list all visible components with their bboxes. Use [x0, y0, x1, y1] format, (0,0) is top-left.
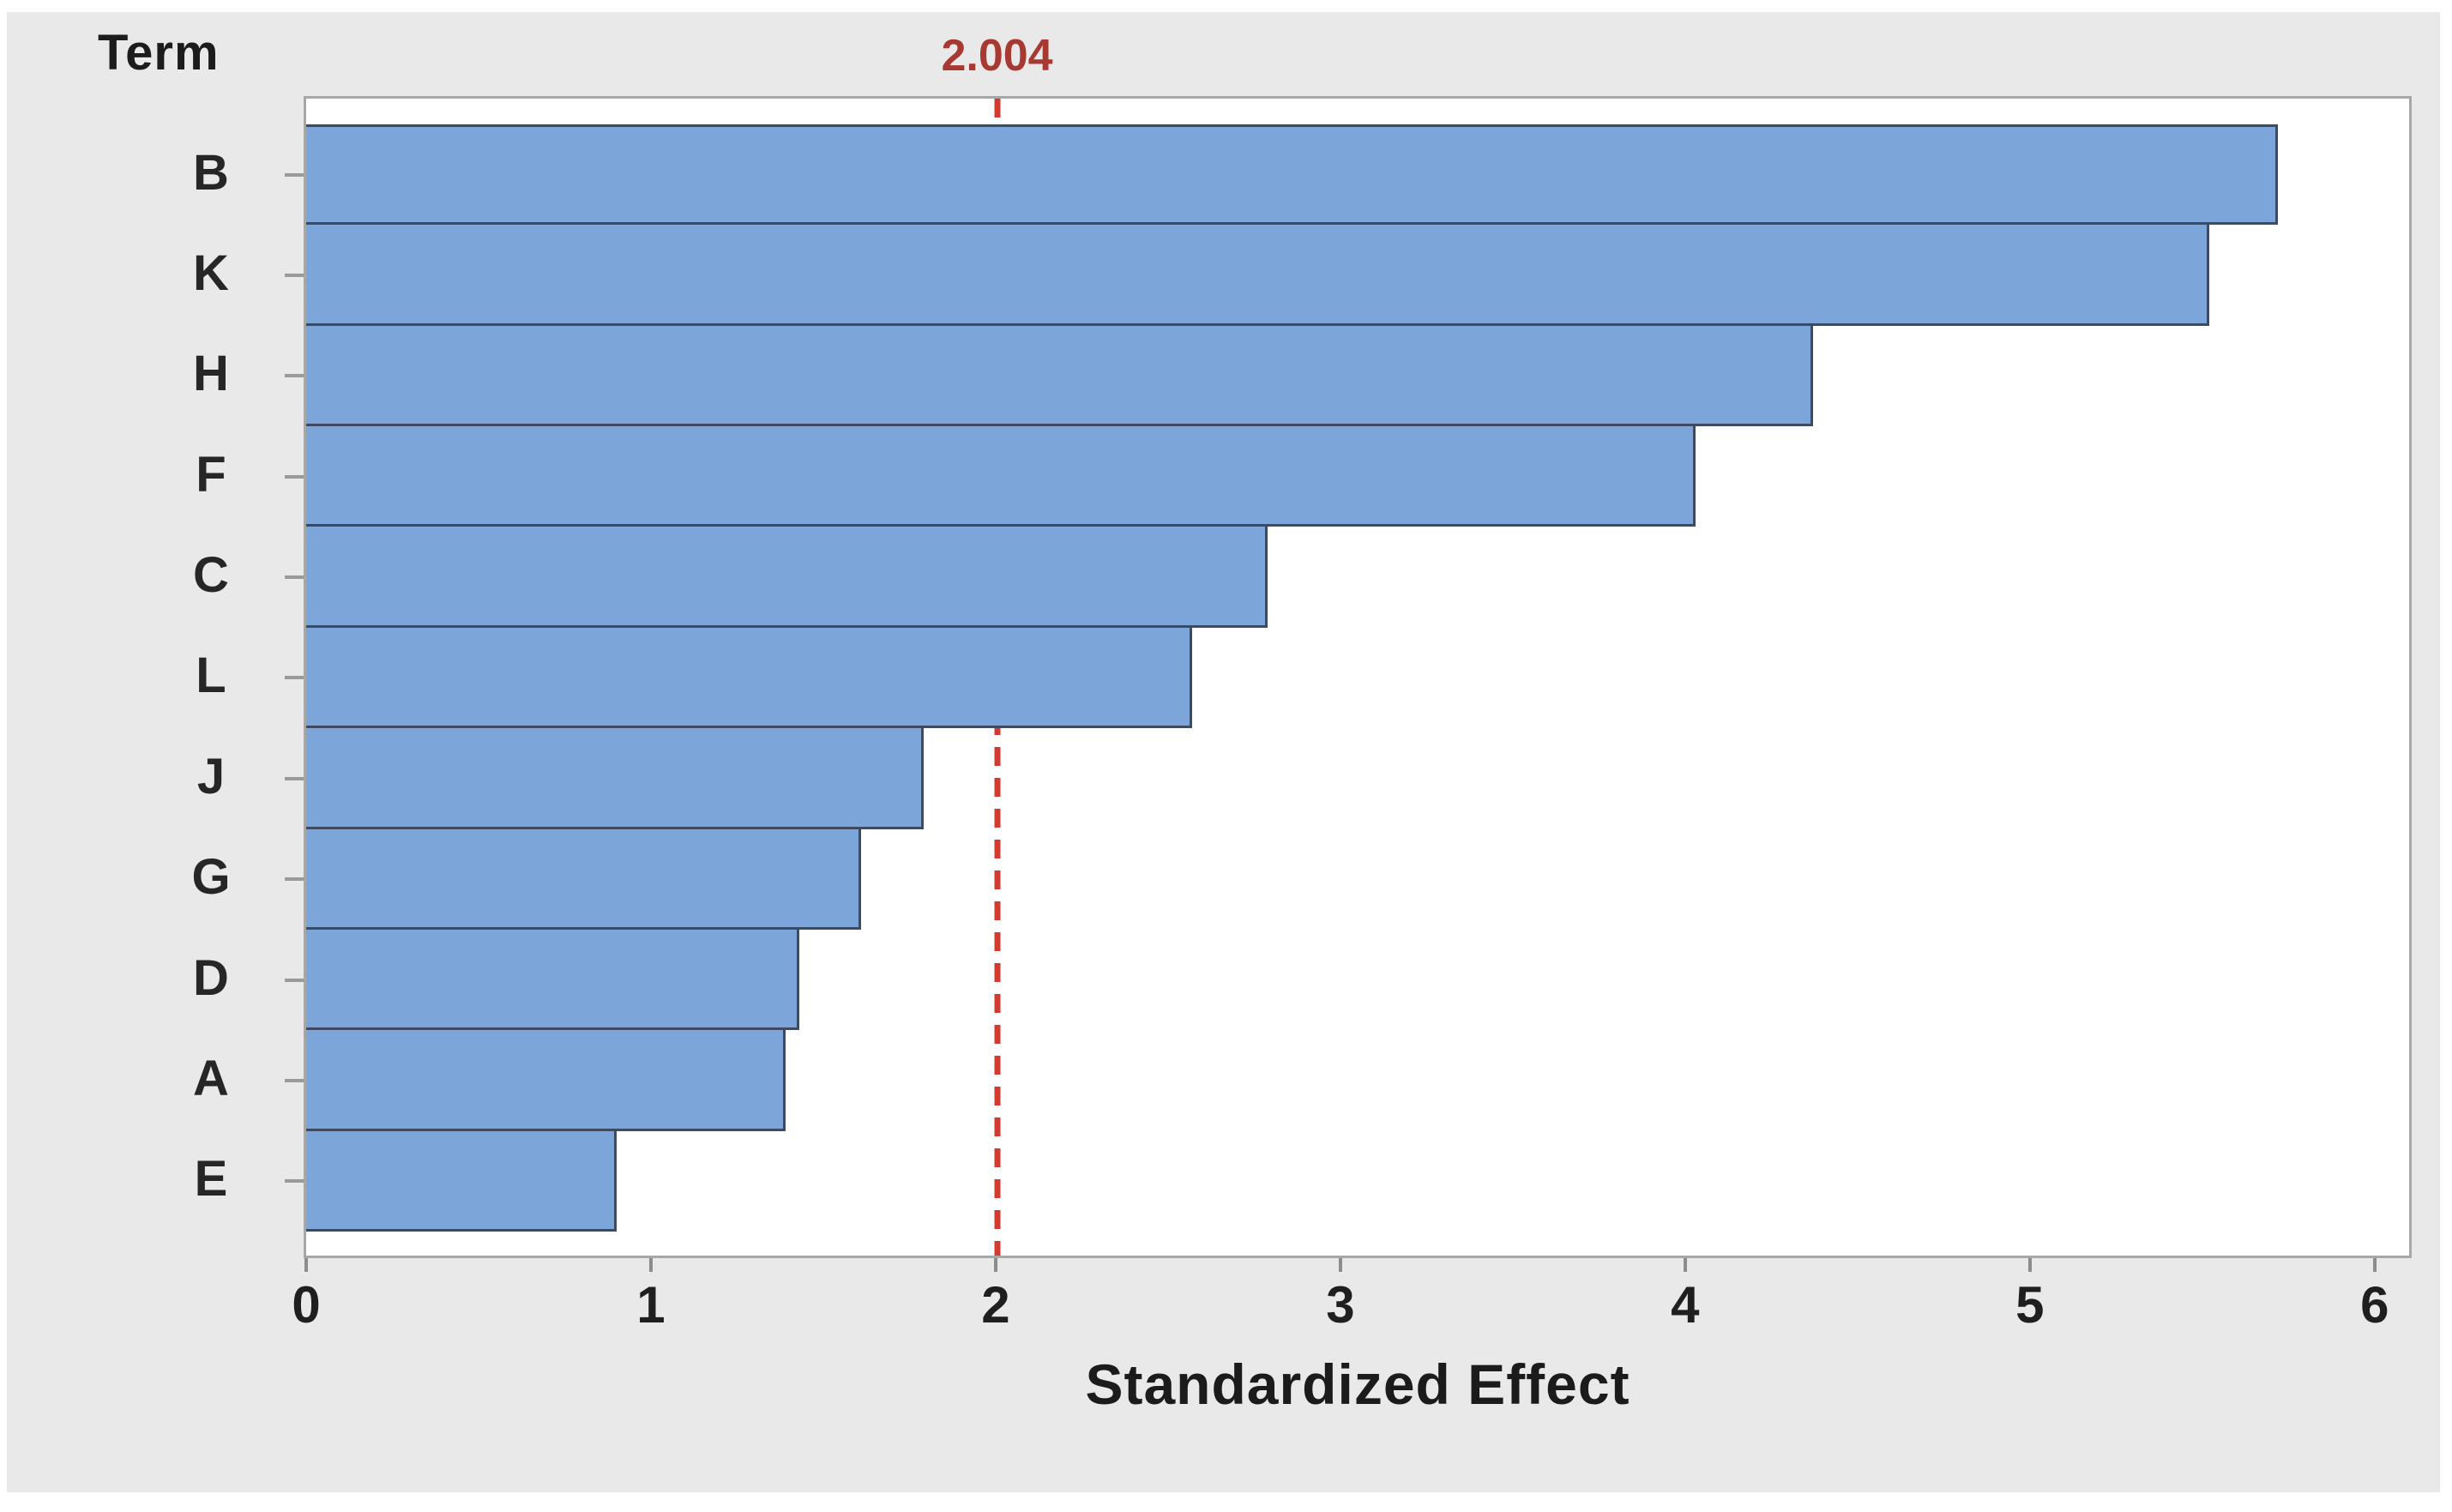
bar-F [306, 424, 1696, 527]
x-axis-ticks [304, 1258, 2409, 1272]
y-tick-mark-K [168, 274, 304, 278]
bar-K [306, 222, 2209, 326]
x-tick-label-2: 2 [981, 1276, 1010, 1334]
y-tick-mark-A [168, 1078, 304, 1082]
x-tick-mark-1 [648, 1258, 653, 1272]
x-tick-label-4: 4 [1671, 1276, 1700, 1334]
bar-row-C [306, 524, 2409, 628]
y-tick-mark-C [168, 575, 304, 580]
y-tick-mark-F [168, 474, 304, 479]
bar-A [306, 1027, 786, 1131]
bar-row-E [306, 1128, 2409, 1232]
x-tick-mark-6 [2372, 1258, 2377, 1272]
x-tick-mark-3 [1338, 1258, 1342, 1272]
x-tick-mark-5 [2027, 1258, 2032, 1272]
x-tick-mark-4 [1683, 1258, 1687, 1272]
y-tick-label-H: H [193, 346, 229, 402]
y-tick-label-J: J [196, 748, 226, 804]
y-tick-label-L: L [196, 648, 226, 704]
y-label-row-D: D [0, 930, 304, 1030]
x-axis-tick-labels: 0 1 2 3 4 5 6 [292, 1276, 2409, 1334]
bar-row-D [306, 926, 2409, 1031]
bar-L [306, 624, 1193, 729]
y-tick-mark-J [168, 776, 304, 780]
y-tick-label-D: D [193, 949, 229, 1006]
bar-C [306, 524, 1268, 628]
bar-B [306, 124, 2279, 226]
bar-row-B [306, 124, 2409, 226]
y-tick-label-E: E [194, 1151, 228, 1208]
bar-row-F [306, 424, 2409, 527]
y-label-row-E: E [0, 1131, 304, 1232]
y-tick-mark-D [168, 978, 304, 982]
y-label-row-K: K [0, 225, 304, 325]
y-label-row-C: C [0, 527, 304, 627]
x-tick-mark-2 [993, 1258, 997, 1272]
bar-row-L [306, 624, 2409, 729]
bar-J [306, 726, 924, 829]
y-label-row-J: J [0, 728, 304, 828]
y-tick-mark-G [168, 877, 304, 882]
x-tick-mark-0 [304, 1258, 308, 1272]
y-label-row-H: H [0, 326, 304, 426]
bar-series [306, 124, 2409, 1232]
y-label-row-B: B [0, 124, 304, 225]
y-tick-label-A: A [193, 1050, 229, 1106]
bar-row-G [306, 826, 2409, 930]
bar-D [306, 926, 799, 1031]
y-tick-label-K: K [193, 244, 229, 301]
y-axis-title: Term [98, 25, 220, 81]
x-tick-label-3: 3 [1326, 1276, 1355, 1334]
y-tick-mark-L [168, 676, 304, 680]
x-tick-label-0: 0 [292, 1276, 321, 1334]
y-tick-mark-E [168, 1179, 304, 1184]
bar-row-K [306, 222, 2409, 326]
bar-row-H [306, 322, 2409, 427]
bar-row-A [306, 1027, 2409, 1131]
y-tick-label-F: F [196, 446, 226, 503]
y-label-row-F: F [0, 426, 304, 527]
x-tick-label-1: 1 [636, 1276, 666, 1334]
x-tick-label-5: 5 [2015, 1276, 2045, 1334]
y-label-row-G: G [0, 829, 304, 930]
x-tick-label-6: 6 [2360, 1276, 2389, 1334]
y-tick-mark-B [168, 172, 304, 177]
plot-area: 2.004 0 1 2 3 4 5 6 Standardized Effect [292, 31, 2412, 1416]
y-tick-label-G: G [191, 849, 231, 906]
bar-row-J [306, 726, 2409, 829]
bar-G [306, 826, 862, 930]
bar-H [306, 322, 1813, 427]
bar-E [306, 1128, 617, 1232]
y-tick-label-C: C [193, 546, 229, 603]
y-label-row-A: A [0, 1030, 304, 1130]
y-label-row-L: L [0, 628, 304, 728]
reference-line-label: 2.004 [941, 31, 1053, 81]
y-tick-label-B: B [193, 144, 229, 201]
x-axis-title: Standardized Effect [1085, 1352, 1630, 1416]
y-tick-mark-H [168, 374, 304, 378]
